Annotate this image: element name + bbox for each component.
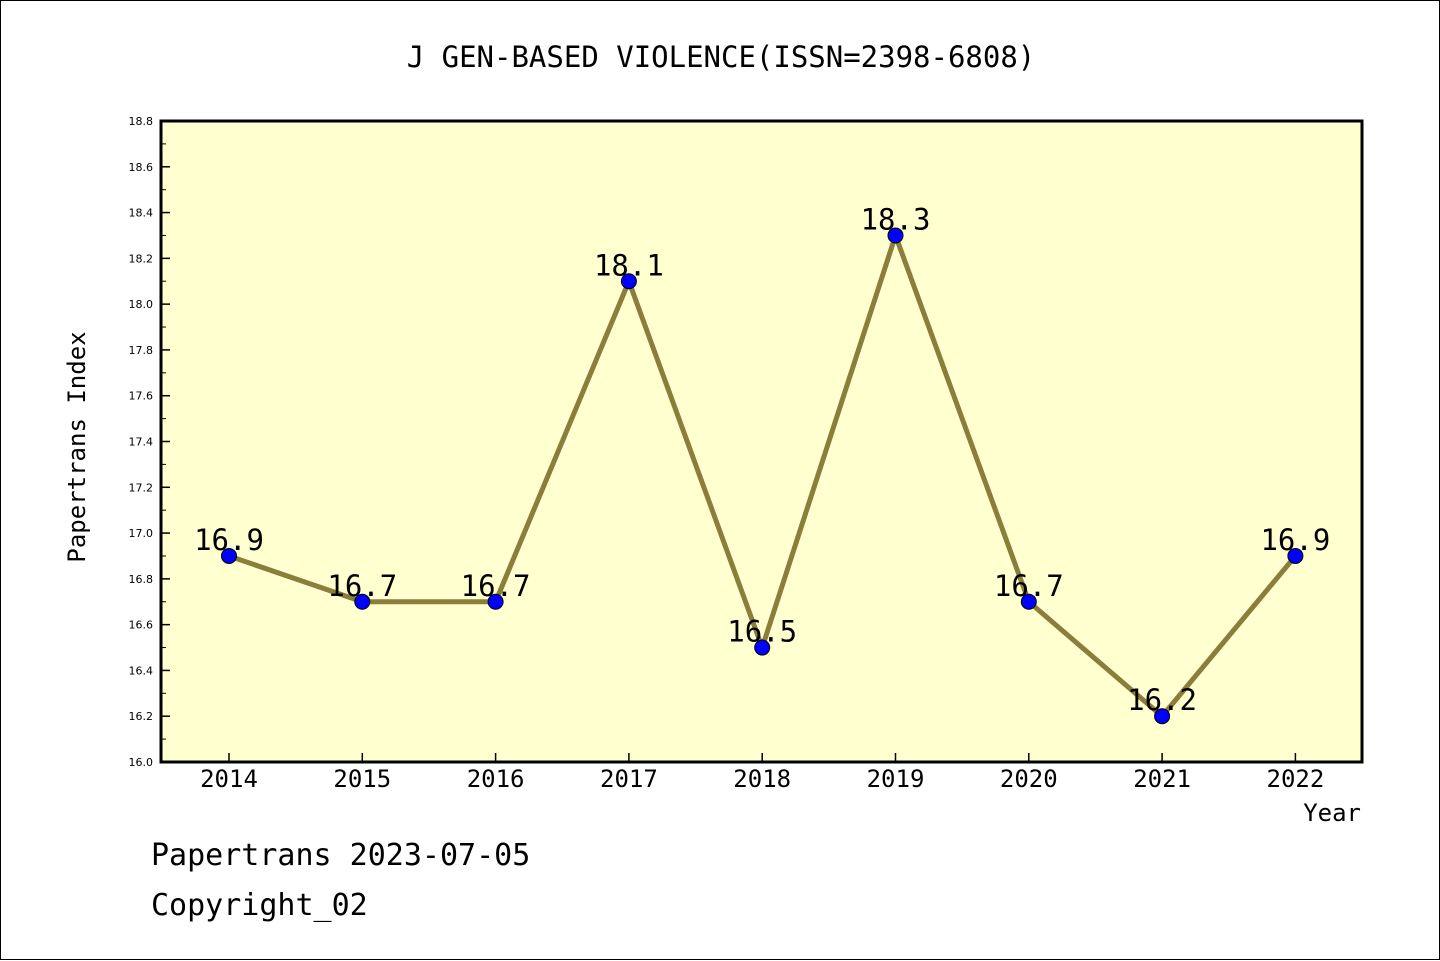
y-tick-label: 17.6	[129, 390, 154, 403]
data-label: 16.7	[994, 569, 1064, 603]
data-label: 18.3	[861, 202, 931, 236]
x-tick-label: 2014	[200, 765, 258, 793]
x-axis-ticks: 2014 2015 2016 2017 2018 2019 2020 2021 2022	[200, 753, 1324, 793]
footer-copyright: Copyright_02	[151, 888, 368, 923]
y-tick-label: 18.8	[129, 115, 154, 128]
chart-title: J GEN-BASED VIOLENCE(ISSN=2398-6808)	[407, 40, 1036, 74]
y-tick-label: 17.4	[129, 436, 154, 449]
y-tick-label: 18.2	[129, 252, 154, 265]
y-tick-label: 18.0	[129, 298, 154, 311]
y-tick-label: 16.6	[129, 619, 154, 632]
x-tick-label: 2016	[467, 765, 525, 793]
x-tick-label: 2020	[1000, 765, 1058, 793]
data-point	[1020, 593, 1037, 610]
data-point	[487, 593, 504, 610]
data-point	[221, 547, 237, 564]
x-tick-label: 2015	[333, 765, 391, 793]
y-axis-title: Papertrans Index	[63, 331, 91, 562]
x-tick-label: 2021	[1133, 765, 1191, 793]
x-tick-label: 2017	[600, 765, 658, 793]
data-point	[754, 639, 771, 656]
data-label: 18.1	[594, 248, 664, 282]
plot-area	[159, 119, 1364, 764]
y-tick-label: 16.8	[129, 573, 154, 586]
x-tick-label: 2019	[867, 765, 925, 793]
y-tick-label: 18.6	[129, 161, 154, 174]
data-label: 16.7	[327, 569, 397, 603]
data-point	[620, 273, 637, 290]
y-tick-label: 17.8	[129, 344, 154, 357]
y-tick-label: 16.0	[129, 756, 154, 769]
data-point	[1154, 708, 1171, 725]
x-tick-label: 2022	[1267, 765, 1325, 793]
data-label: 16.7	[461, 569, 531, 603]
data-labels: 16.9 16.7 16.7 18.1 16.5 18.3 16.7 16.2 16.9	[194, 202, 1330, 717]
data-point	[354, 593, 371, 610]
data-label: 16.9	[194, 523, 264, 557]
y-tick-label: 18.4	[129, 207, 154, 220]
data-label: 16.5	[727, 615, 797, 649]
series-markers	[221, 227, 1304, 725]
y-tick-label: 17.2	[129, 481, 154, 494]
data-label: 16.9	[1260, 523, 1330, 557]
y-tick-label: 16.2	[129, 710, 154, 723]
footer-date: Papertrans 2023-07-05	[151, 838, 530, 873]
y-tick-label: 16.4	[129, 664, 154, 677]
data-label: 16.2	[1127, 683, 1197, 717]
x-tick-label: 2018	[733, 765, 791, 793]
y-axis-ticks: 16.0 16.2 16.4 16.6 16.8 17.0 17.2 17.4 17.6 17.8…	[129, 115, 170, 769]
x-axis-title: Year	[1303, 799, 1361, 827]
data-point	[1287, 547, 1304, 564]
y-tick-label: 17.0	[129, 527, 154, 540]
data-point	[887, 227, 904, 244]
